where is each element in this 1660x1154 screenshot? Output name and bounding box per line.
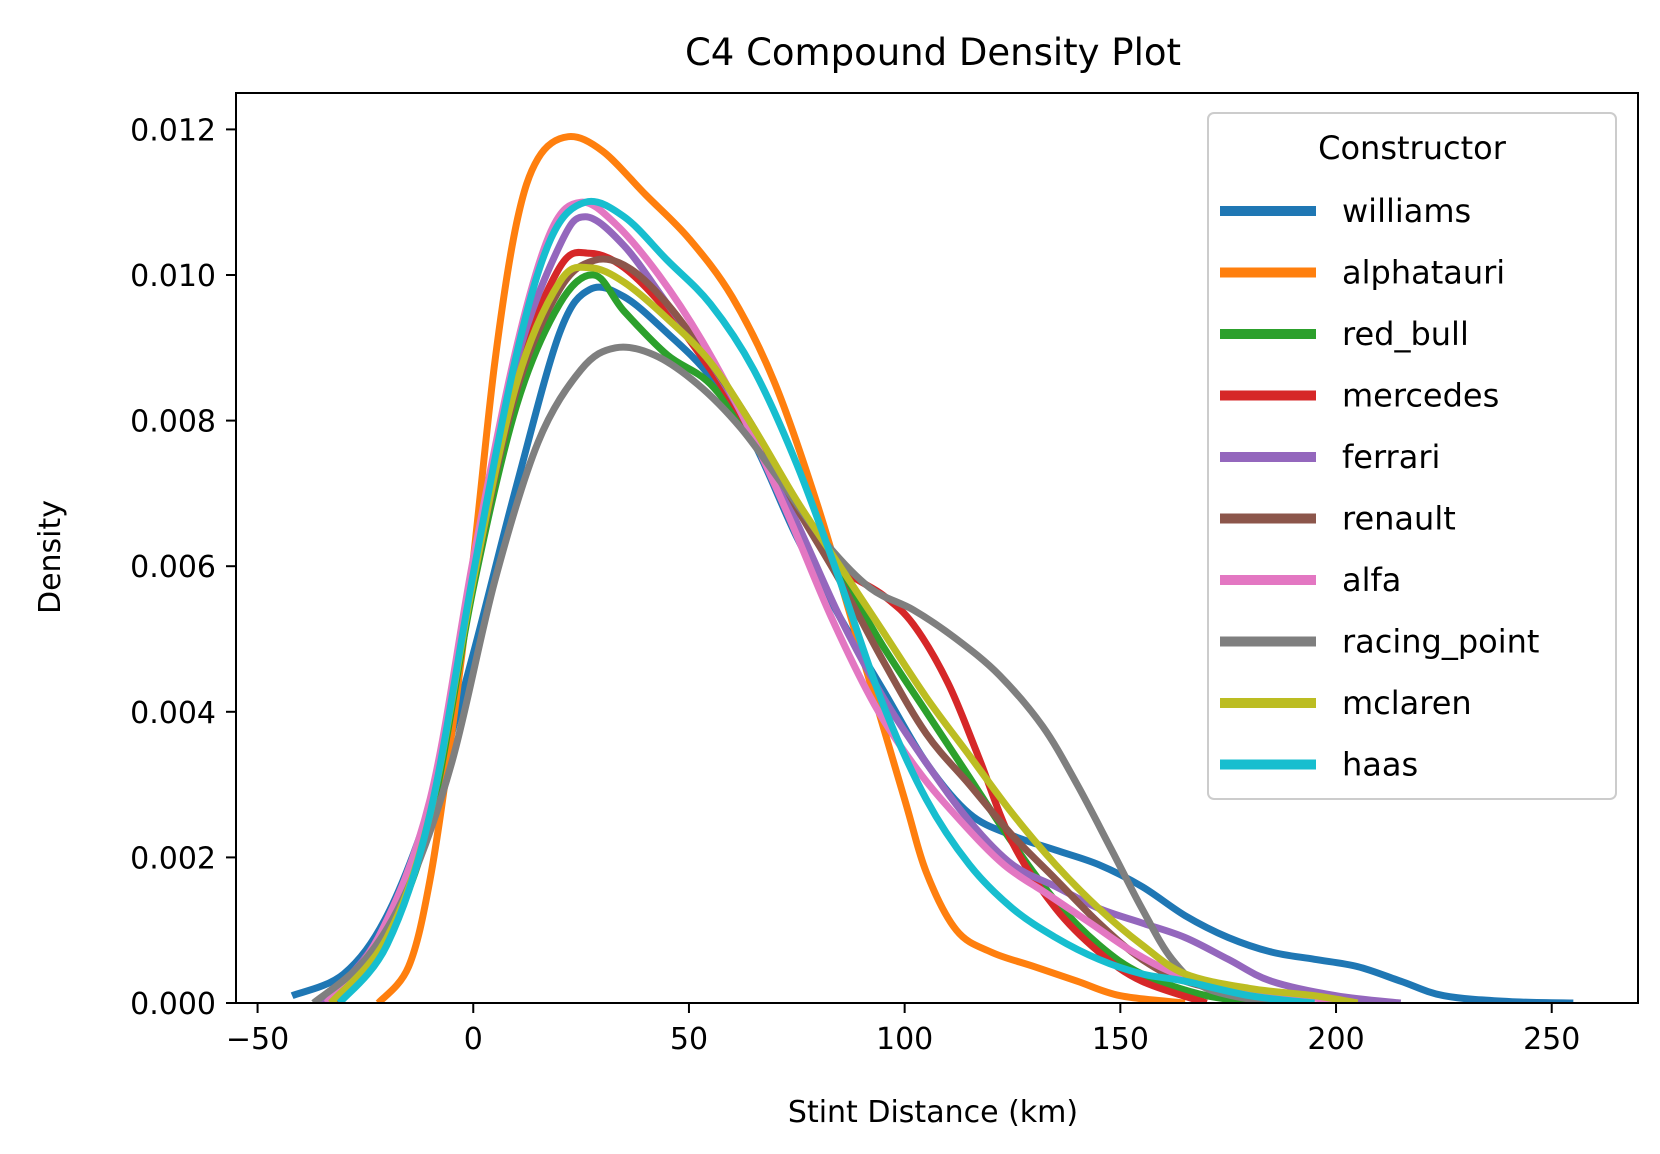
legend-label-racing_point: racing_point [1342, 623, 1539, 661]
chart-title: C4 Compound Density Plot [685, 31, 1181, 74]
y-tick-label: 0.006 [130, 550, 216, 585]
x-tick-label: 150 [1092, 1022, 1149, 1057]
legend-label-mercedes: mercedes [1342, 377, 1499, 415]
legend-label-alphatauri: alphatauri [1342, 254, 1505, 292]
legend-box [1207, 112, 1617, 800]
legend-label-renault: renault [1342, 500, 1456, 538]
x-tick-label: 0 [464, 1022, 483, 1057]
x-axis-label: Stint Distance (km) [788, 1095, 1078, 1130]
y-axis: 0.000 0.002 0.004 0.006 0.008 0.010 0.012 [130, 113, 236, 1022]
legend-label-williams: williams [1342, 192, 1471, 230]
legend-title: Constructor [1318, 129, 1507, 167]
y-tick-label: 0.008 [130, 405, 216, 440]
plot-area [290, 133, 1574, 1003]
series-line-alfa [323, 198, 1358, 1003]
legend-label-mclaren: mclaren [1342, 684, 1472, 722]
x-tick-label: 200 [1307, 1022, 1364, 1057]
y-tick-label: 0.012 [130, 113, 216, 148]
y-axis-label: Density [33, 500, 68, 614]
x-tick-label: 50 [670, 1022, 708, 1057]
y-tick-label: 0.010 [130, 259, 216, 294]
series-line-racing_point [311, 343, 1273, 1003]
y-tick-label: 0.004 [130, 696, 216, 731]
legend-label-ferrari: ferrari [1342, 438, 1440, 476]
y-tick-label: 0.000 [130, 987, 216, 1022]
legend-label-alfa: alfa [1342, 561, 1401, 599]
series-line-haas [336, 197, 1315, 1003]
x-tick-label: 250 [1523, 1022, 1580, 1057]
x-axis: −50 0 50 100 150 200 250 [226, 1003, 1580, 1057]
x-tick-label: 100 [876, 1022, 933, 1057]
legend-label-haas: haas [1342, 746, 1418, 784]
plot-frame [235, 92, 1639, 1004]
legend-label-red_bull: red_bull [1342, 315, 1469, 353]
legend: Constructor williams alphatauri red_bullmer… [1207, 112, 1617, 800]
x-tick-label: −50 [226, 1022, 289, 1057]
y-tick-label: 0.002 [130, 841, 216, 876]
